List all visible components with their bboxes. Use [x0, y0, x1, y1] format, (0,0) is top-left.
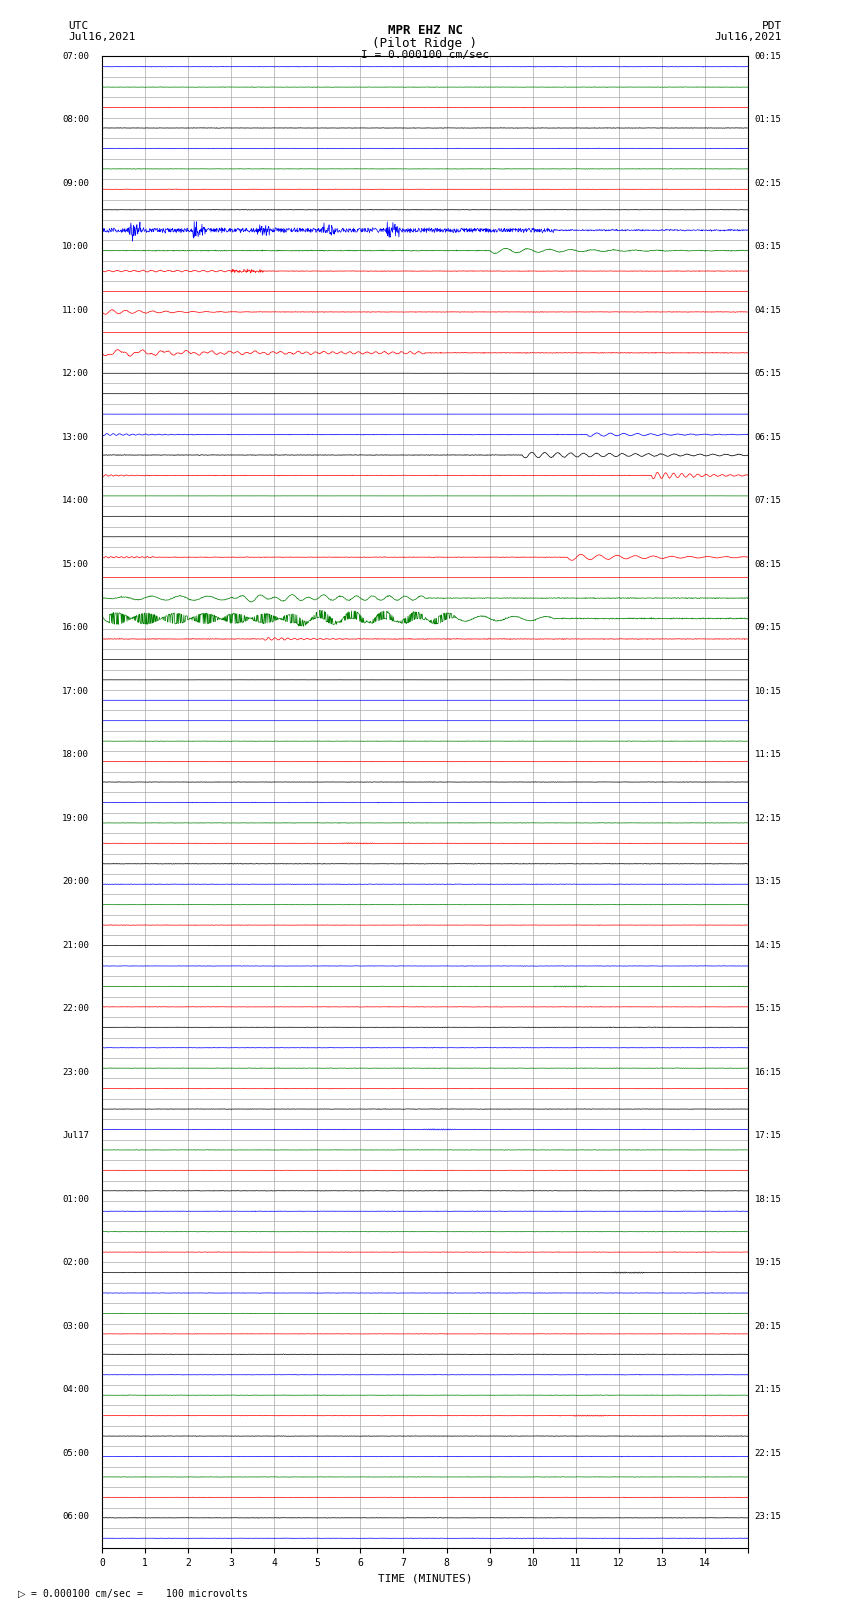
Text: 05:15: 05:15	[755, 369, 781, 379]
Text: 16:00: 16:00	[62, 623, 89, 632]
Text: 07:15: 07:15	[755, 497, 781, 505]
Text: 01:15: 01:15	[755, 116, 781, 124]
Text: 15:00: 15:00	[62, 560, 89, 569]
Text: 09:15: 09:15	[755, 623, 781, 632]
Text: $\triangleright$ = 0.000100 cm/sec =    100 microvolts: $\triangleright$ = 0.000100 cm/sec = 100…	[17, 1587, 248, 1600]
Text: MPR EHZ NC: MPR EHZ NC	[388, 24, 462, 37]
Text: 21:00: 21:00	[62, 940, 89, 950]
Text: 12:15: 12:15	[755, 815, 781, 823]
Text: Jul17: Jul17	[62, 1131, 89, 1140]
Text: 08:00: 08:00	[62, 116, 89, 124]
Text: 18:15: 18:15	[755, 1195, 781, 1203]
Text: 22:15: 22:15	[755, 1448, 781, 1458]
Text: 22:00: 22:00	[62, 1005, 89, 1013]
Text: 03:15: 03:15	[755, 242, 781, 252]
Text: 05:00: 05:00	[62, 1448, 89, 1458]
Text: 00:15: 00:15	[755, 52, 781, 61]
Text: 14:00: 14:00	[62, 497, 89, 505]
Text: 20:15: 20:15	[755, 1321, 781, 1331]
Text: 02:00: 02:00	[62, 1258, 89, 1268]
Text: 09:00: 09:00	[62, 179, 89, 189]
Text: 23:00: 23:00	[62, 1068, 89, 1077]
Text: 21:15: 21:15	[755, 1386, 781, 1394]
Text: 06:15: 06:15	[755, 432, 781, 442]
Text: 11:00: 11:00	[62, 306, 89, 315]
Text: I = 0.000100 cm/sec: I = 0.000100 cm/sec	[361, 50, 489, 60]
Text: 11:15: 11:15	[755, 750, 781, 760]
Text: PDT: PDT	[762, 21, 782, 31]
Text: 03:00: 03:00	[62, 1321, 89, 1331]
Text: 20:00: 20:00	[62, 877, 89, 886]
Text: 10:15: 10:15	[755, 687, 781, 695]
Text: 13:15: 13:15	[755, 877, 781, 886]
Text: 04:15: 04:15	[755, 306, 781, 315]
Text: 02:15: 02:15	[755, 179, 781, 189]
Text: 12:00: 12:00	[62, 369, 89, 379]
Text: 23:15: 23:15	[755, 1513, 781, 1521]
Text: (Pilot Ridge ): (Pilot Ridge )	[372, 37, 478, 50]
Text: Jul16,2021: Jul16,2021	[715, 32, 782, 42]
Text: 14:15: 14:15	[755, 940, 781, 950]
Text: 15:15: 15:15	[755, 1005, 781, 1013]
Text: 10:00: 10:00	[62, 242, 89, 252]
Text: 07:00: 07:00	[62, 52, 89, 61]
Text: 06:00: 06:00	[62, 1513, 89, 1521]
Text: 17:00: 17:00	[62, 687, 89, 695]
Text: 13:00: 13:00	[62, 432, 89, 442]
Text: 01:00: 01:00	[62, 1195, 89, 1203]
Text: 08:15: 08:15	[755, 560, 781, 569]
Text: 17:15: 17:15	[755, 1131, 781, 1140]
Text: 18:00: 18:00	[62, 750, 89, 760]
Text: 16:15: 16:15	[755, 1068, 781, 1077]
Text: Jul16,2021: Jul16,2021	[68, 32, 135, 42]
Text: 19:15: 19:15	[755, 1258, 781, 1268]
X-axis label: TIME (MINUTES): TIME (MINUTES)	[377, 1574, 473, 1584]
Text: 19:00: 19:00	[62, 815, 89, 823]
Text: 04:00: 04:00	[62, 1386, 89, 1394]
Text: UTC: UTC	[68, 21, 88, 31]
